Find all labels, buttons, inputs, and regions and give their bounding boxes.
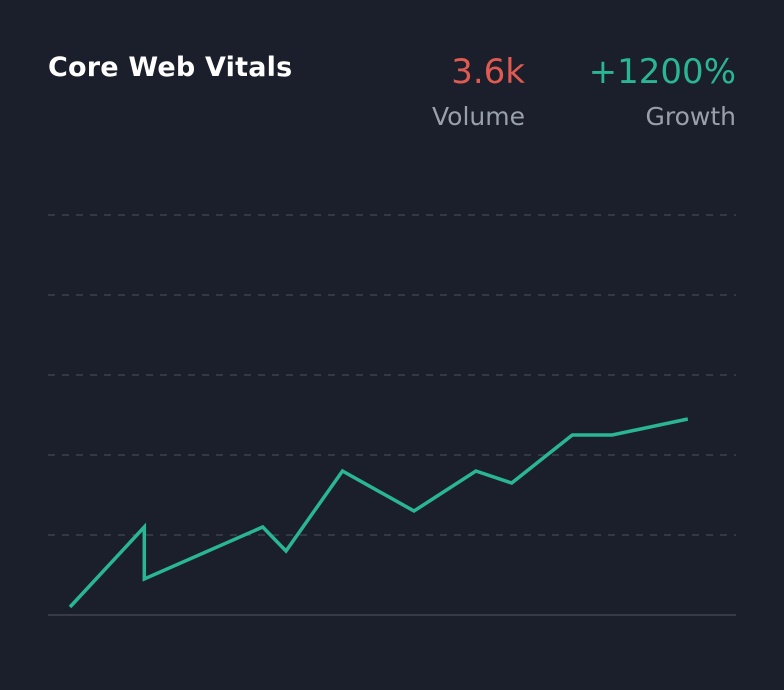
volume-value: 3.6k: [451, 52, 525, 92]
growth-value: +1200%: [588, 52, 736, 92]
growth-metric: +1200% Growth: [589, 52, 736, 132]
series-line-1: [68, 417, 689, 609]
growth-label: Growth: [645, 102, 737, 131]
volume-metric: 3.6k Volume: [432, 52, 525, 132]
card-title: Core Web Vitals: [48, 52, 293, 83]
volume-label: Volume: [432, 102, 525, 131]
